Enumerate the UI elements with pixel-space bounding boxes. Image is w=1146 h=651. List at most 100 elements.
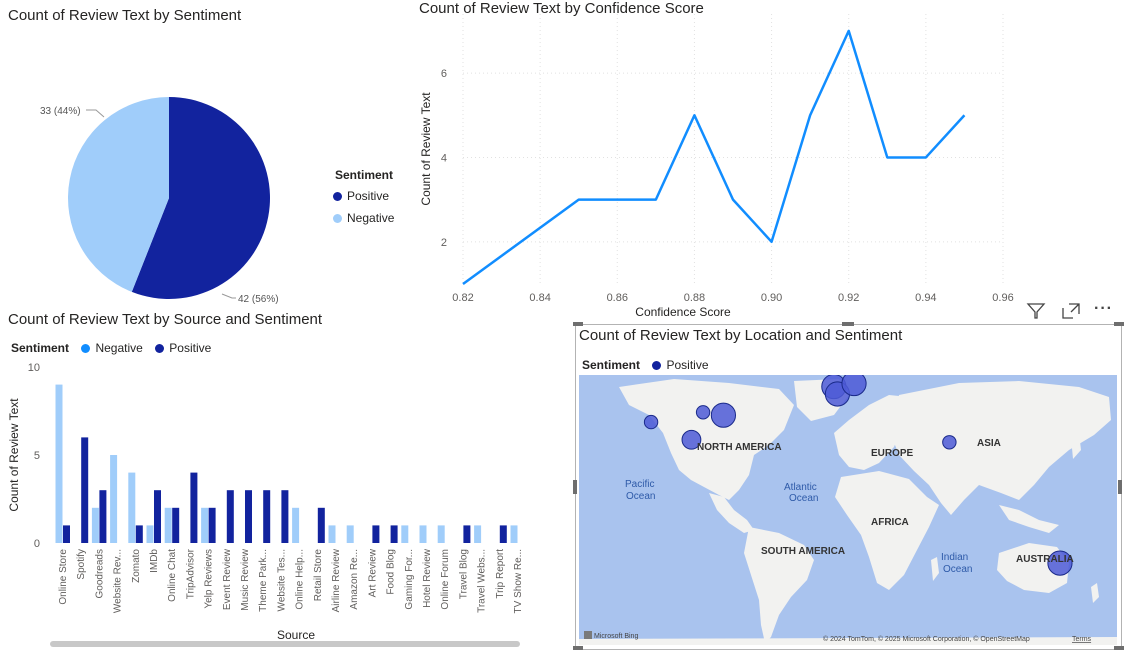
resize-handle-tr[interactable] (1114, 322, 1124, 326)
bar-chart[interactable]: 0 5 10 Count of Review Text Online Store Spot… (0, 355, 560, 645)
filter-icon[interactable] (1026, 302, 1048, 322)
bar-negative[interactable] (510, 525, 518, 543)
atlantic-label: Atlantic (784, 482, 817, 493)
bing-logo-icon (584, 631, 592, 639)
map-bubble[interactable] (681, 429, 702, 450)
map-bubble[interactable] (942, 435, 957, 450)
bar-negative[interactable] (146, 525, 154, 543)
bar-positive[interactable] (372, 525, 380, 543)
resize-handle-bl[interactable] (573, 646, 583, 650)
bar-negative[interactable] (474, 525, 482, 543)
pie-legend-negative[interactable]: Negative (333, 211, 394, 225)
bar-positive[interactable] (499, 525, 507, 543)
bar-positive[interactable] (317, 507, 325, 543)
resize-handle-mr[interactable] (1118, 480, 1122, 494)
bar-positive[interactable] (245, 490, 252, 543)
resize-handle-ml[interactable] (573, 480, 577, 494)
bar-negative[interactable] (437, 525, 445, 543)
map-legend-positive[interactable]: Positive (652, 358, 709, 372)
bar-positive[interactable] (172, 507, 180, 543)
positive-dot-icon (155, 344, 165, 354)
bar-positive[interactable] (63, 525, 70, 543)
resize-handle-tl[interactable] (573, 322, 583, 326)
resize-handle-tm[interactable] (842, 322, 854, 326)
bar-positive[interactable] (81, 437, 89, 543)
bar-positive[interactable] (154, 490, 161, 543)
southeast-asia-land (999, 505, 1059, 533)
bar-negative[interactable] (128, 472, 136, 543)
bar-negative[interactable] (91, 507, 99, 543)
pie-legend-positive[interactable]: Positive (333, 189, 394, 203)
japan-land (1071, 433, 1081, 459)
x-tick-label: TV Show Re... (513, 549, 524, 613)
bar-positive[interactable] (135, 525, 143, 543)
pie-legend-negative-label: Negative (347, 211, 395, 225)
y-axis-title: Count of Review Text (7, 398, 21, 512)
horizontal-scrollbar[interactable] (50, 641, 520, 647)
y-tick-label: 6 (441, 68, 447, 80)
bar-positive[interactable] (190, 472, 198, 543)
bar-negative[interactable] (328, 525, 336, 543)
bar-positive[interactable] (281, 490, 289, 543)
bar-positive[interactable] (99, 490, 107, 543)
resize-handle-br[interactable] (1114, 646, 1124, 650)
bar-negative[interactable] (164, 507, 172, 543)
bar-negative[interactable] (401, 525, 409, 543)
world-map[interactable]: NORTH AMERICA EUROPE ASIA AFRICA SOUTH A… (579, 375, 1117, 645)
bar-negative[interactable] (419, 525, 427, 543)
bar-legend-positive[interactable]: Positive (155, 341, 211, 355)
bar-chart-title: Count of Review Text by Source and Senti… (8, 311, 323, 328)
map-bubble[interactable] (710, 402, 737, 428)
x-tick-label: Retail Store (313, 549, 324, 602)
bar-negative[interactable] (346, 525, 354, 543)
australia-label: AUSTRALIA (1016, 554, 1074, 565)
bar-positive[interactable] (208, 507, 216, 543)
bar-positive[interactable] (226, 490, 234, 543)
x-tick-label: Food Blog (386, 549, 397, 595)
y-axis-title: Count of Review Text (419, 92, 433, 206)
map-bubble[interactable] (841, 375, 867, 397)
bar-legend-positive-label: Positive (169, 341, 212, 355)
bar-legend-negative-label: Negative (95, 341, 143, 355)
x-tick-label: Music Review (240, 548, 251, 610)
line-series[interactable] (462, 29, 966, 286)
south-america-label: SOUTH AMERICA (761, 546, 845, 557)
asia-land (891, 381, 1111, 515)
x-tick-label: Online Chat (167, 549, 178, 602)
y-tick-label: 4 (441, 152, 447, 164)
bar-positive[interactable] (390, 525, 398, 543)
more-options-icon[interactable]: ··· (1094, 300, 1113, 317)
bar-negative[interactable] (292, 507, 300, 543)
map-terms-link[interactable]: Terms (1072, 636, 1092, 643)
central-america-land (709, 493, 754, 533)
pie-chart[interactable]: 42 (56%) 33 (44%) (0, 30, 410, 310)
map-chart-title: Count of Review Text by Location and Sen… (579, 327, 903, 344)
pie-legend-title: Sentiment (335, 168, 394, 182)
bar-legend-negative[interactable]: Negative (81, 341, 143, 355)
x-tick-label: 0.82 (452, 292, 473, 304)
bar-negative[interactable] (55, 384, 63, 543)
map-bubble[interactable] (695, 405, 711, 420)
x-tick-label: Website Tes... (276, 549, 287, 611)
map-legend: Sentiment Positive (582, 356, 709, 374)
x-tick-label: Art Review (367, 548, 378, 597)
x-tick-label: Online Help... (295, 549, 306, 610)
pie-slice-positive[interactable] (131, 97, 270, 299)
bar-negative[interactable] (201, 507, 209, 543)
focus-mode-icon[interactable] (1061, 302, 1083, 322)
pie-label-positive: 42 (56%) (238, 294, 279, 305)
x-tick-label: 0.92 (838, 292, 859, 304)
bar-negative[interactable] (110, 455, 118, 543)
bar-positive[interactable] (463, 525, 471, 543)
map-bubble[interactable] (1047, 550, 1073, 576)
map-bubble[interactable] (643, 414, 659, 430)
bar-positive[interactable] (263, 490, 271, 543)
madagascar-land (931, 557, 939, 581)
pie-slice-negative[interactable] (67, 97, 169, 292)
x-tick-label: 0.86 (607, 292, 628, 304)
x-tick-label: 0.84 (529, 292, 550, 304)
x-tick-label: Goodreads (94, 549, 105, 598)
map-copyright: © 2024 TomTom, © 2025 Microsoft Corporat… (823, 635, 1030, 643)
x-tick-label: TripAdvisor (185, 548, 196, 599)
line-chart[interactable]: 0.82 0.84 0.86 0.88 0.90 0.92 0.94 0.96 2 4 6 Confi… (410, 14, 1030, 324)
